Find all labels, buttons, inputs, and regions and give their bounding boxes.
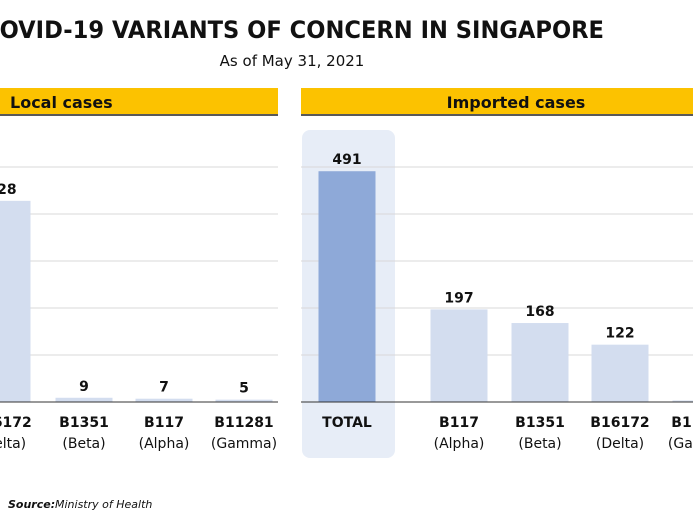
- data-label: 7: [159, 380, 169, 396]
- panel-title: Local cases: [10, 93, 113, 112]
- tick-label-name: (Gamma): [211, 436, 277, 452]
- chart-title: COVID-19 VARIANTS OF CONCERN IN SINGAPOR…: [0, 16, 604, 44]
- data-label: 197: [444, 290, 473, 306]
- tick-label-name: (Beta): [62, 436, 105, 452]
- data-label: 9: [79, 379, 89, 395]
- source-text: Ministry of Health: [55, 498, 152, 511]
- bar-b16172: [591, 344, 649, 402]
- data-label: 5: [239, 381, 249, 397]
- tick-label-code: B11281: [671, 415, 693, 431]
- tick-label-name: (Delta): [596, 436, 644, 452]
- tick-label-code: B1351: [515, 415, 565, 431]
- bar-b11281: [672, 400, 693, 402]
- tick-label-code: B117: [144, 415, 184, 431]
- tick-label-code: B1351: [59, 415, 109, 431]
- bar-b16172: [0, 200, 31, 402]
- bar-total: [318, 171, 376, 402]
- bar-b117: [430, 309, 488, 402]
- panel-imported: Imported cases 491 TOTAL 197 B117 (Alpha) 168 B…: [301, 88, 693, 458]
- panel-local: Local cases 428 B16172 (Delta) 9 B1351 (Beta) 7…: [0, 88, 278, 452]
- bar-b117: [135, 398, 193, 402]
- tick-label-code: B16172: [590, 415, 649, 431]
- tick-label-code: B16172: [0, 415, 32, 431]
- tick-label-code: B11281: [214, 415, 273, 431]
- chart-subtitle: As of May 31, 2021: [220, 52, 365, 70]
- tick-label-code: B117: [439, 415, 479, 431]
- panel-header: [301, 88, 693, 114]
- bar-b11281: [215, 399, 273, 402]
- source-label: Source:: [8, 498, 55, 511]
- tick-label-code: TOTAL: [322, 415, 372, 431]
- tick-label-name: (Alpha): [434, 436, 485, 452]
- panel-title: Imported cases: [447, 93, 586, 112]
- tick-label-name: (Alpha): [139, 436, 190, 452]
- data-label: 491: [332, 152, 361, 168]
- bar-b1351: [55, 397, 113, 402]
- tick-label-name: (Delta): [0, 436, 26, 452]
- bar-b1351: [511, 323, 569, 402]
- panel-header: [0, 88, 278, 114]
- tick-label-name: (Beta): [518, 436, 561, 452]
- data-label: 122: [605, 326, 634, 342]
- data-label: 168: [525, 304, 554, 320]
- data-label: 428: [0, 182, 17, 198]
- tick-label-name: (Gamma): [668, 436, 693, 452]
